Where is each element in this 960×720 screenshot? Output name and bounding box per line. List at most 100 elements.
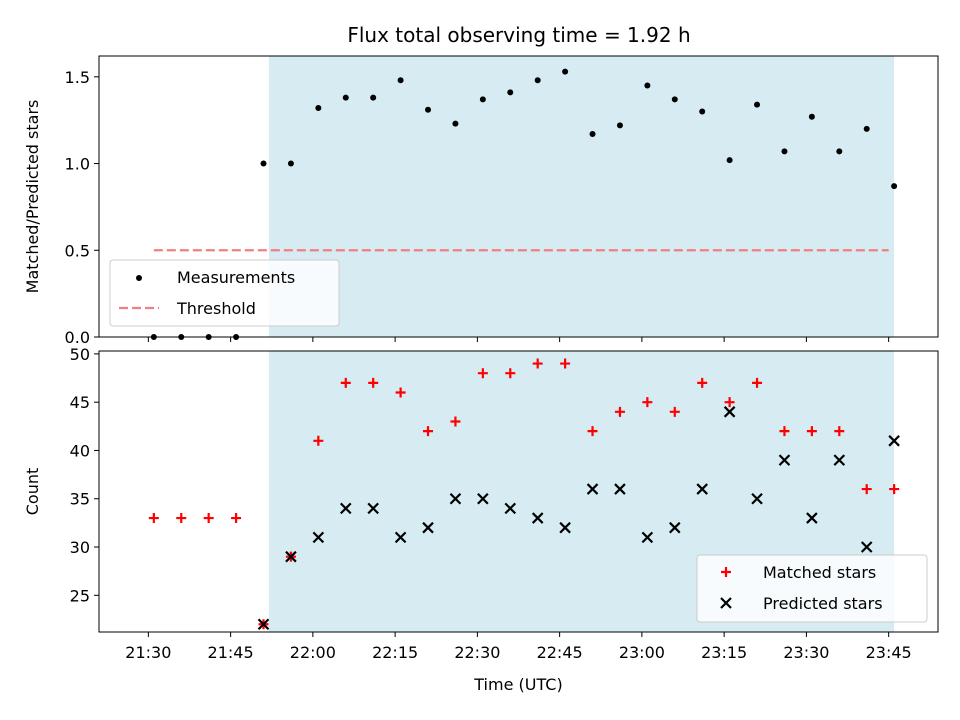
measurement-point: [287, 160, 294, 167]
predicted-star-point: [614, 483, 626, 495]
measurement-point: [726, 157, 733, 164]
y-tick-label: 1.5: [65, 68, 90, 87]
measurement-point: [452, 120, 459, 127]
predicted-star-point: [641, 531, 654, 544]
matched-star-point: [752, 377, 763, 388]
observing-window-shade: [268, 56, 895, 337]
legend-threshold-label: Threshold: [176, 299, 256, 318]
measurement-point: [863, 125, 870, 132]
matched-star-point: [697, 377, 708, 388]
legend-matched-label: Matched stars: [763, 563, 876, 582]
measurement-point: [671, 96, 678, 103]
matched-star-point: [450, 416, 461, 427]
measurement-point: [644, 82, 651, 89]
matched-star-point: [587, 426, 598, 437]
matched-star-point: [614, 406, 625, 417]
measurement-point: [699, 108, 706, 115]
matched-star-point: [642, 397, 653, 408]
y-tick-label: 40: [70, 441, 90, 460]
measurement-point: [315, 105, 322, 112]
matched-star-point: [779, 426, 790, 437]
matched-star-point: [176, 513, 187, 524]
predicted-star-point: [696, 483, 708, 495]
matched-star-point: [724, 397, 735, 408]
legend-measurements-marker: [136, 275, 142, 281]
measurement-point: [754, 101, 761, 108]
matched-star-point: [313, 435, 324, 446]
predicted-star-point: [312, 531, 325, 544]
predicted-star-point: [778, 454, 791, 466]
x-tick-label: 21:45: [208, 643, 254, 662]
matched-star-point: [669, 406, 680, 417]
measurement-point: [260, 160, 267, 167]
predicted-star-point: [833, 454, 846, 466]
top-panel: 0.0 0.5 1.0 1.5 Matched/Predicted stars Measu…: [23, 55, 939, 347]
x-tick-label: 22:15: [372, 643, 418, 662]
matched-star-point: [889, 484, 900, 495]
matched-star-point: [861, 484, 872, 495]
legend-matched-marker: [721, 567, 731, 577]
predicted-star-point: [860, 541, 873, 553]
predicted-star-point: [531, 512, 544, 524]
predicted-star-point: [257, 618, 270, 631]
figure-title: Flux total observing time = 1.92 h: [347, 23, 690, 47]
matched-star-point: [340, 377, 351, 388]
measurement-point: [534, 77, 541, 84]
matched-star-point: [203, 513, 214, 524]
y-tick-label: 1.0: [65, 155, 90, 174]
measurement-point: [507, 89, 514, 96]
matched-star-point: [806, 426, 817, 437]
matched-star-point: [505, 368, 516, 379]
legend-predicted-label: Predicted stars: [763, 594, 883, 613]
axes-frame: [98, 55, 939, 338]
matched-star-point: [395, 387, 406, 398]
predicted-star-point: [422, 521, 434, 534]
matched-star-point: [834, 426, 845, 437]
legend: Measurements Threshold: [109, 259, 340, 327]
x-tick-label: 23:45: [866, 643, 912, 662]
measurement-point: [808, 113, 815, 120]
predicted-star-point: [367, 502, 379, 515]
legend: Matched stars Predicted stars: [696, 554, 928, 623]
bottom-panel: 25 30 35 40 45 50 21:30 21:45 22:00 22:15 22:30 22:…: [23, 345, 939, 694]
measurement-point: [562, 68, 569, 75]
legend-box: [696, 554, 928, 623]
predicted-star-point: [504, 502, 517, 515]
x-axis-label: Time (UTC): [473, 675, 562, 694]
measurement-point: [397, 77, 404, 84]
predicted-star-point: [888, 435, 900, 447]
x-tick-label: 21:30: [125, 643, 171, 662]
measurement-point: [836, 148, 843, 155]
y-tick-label: 0.5: [65, 241, 90, 260]
x-tick-label: 23:30: [783, 643, 829, 662]
measurement-point: [479, 96, 486, 103]
predicted-star-point: [723, 406, 736, 418]
measurement-point: [589, 131, 596, 138]
matched-star-point: [231, 513, 242, 524]
measurement-point: [891, 183, 898, 190]
matched-star-point: [423, 426, 434, 437]
matched-star-point: [477, 368, 488, 379]
axes-frame: [98, 350, 939, 633]
y-tick-label: 0.0: [65, 328, 90, 347]
y-tick-label: 50: [70, 345, 90, 364]
x-tick-label: 22:30: [454, 643, 500, 662]
predicted-star-point: [477, 492, 489, 505]
predicted-star-point: [285, 550, 297, 563]
legend-predicted-marker: [720, 597, 732, 609]
y-axis-label: Count: [23, 468, 42, 516]
predicted-star-point: [449, 492, 462, 505]
matched-star-point: [148, 513, 159, 524]
y-tick-label: 45: [70, 393, 90, 412]
predicted-star-point: [669, 521, 681, 534]
matched-star-point: [368, 377, 379, 388]
measurement-point: [370, 94, 377, 101]
y-axis-label: Matched/Predicted stars: [23, 100, 42, 294]
matched-star-point: [532, 358, 543, 369]
legend-measurements-label: Measurements: [177, 268, 295, 287]
y-tick-label: 35: [70, 490, 90, 509]
y-tick-label: 25: [70, 586, 90, 605]
predicted-star-point: [339, 502, 352, 515]
legend-box: [109, 259, 340, 327]
